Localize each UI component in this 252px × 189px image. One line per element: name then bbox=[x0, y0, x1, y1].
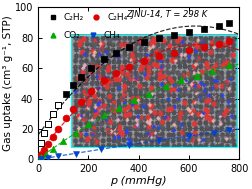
Point bbox=[64, 92, 68, 95]
Point bbox=[99, 148, 103, 151]
Point bbox=[212, 131, 216, 134]
Point bbox=[44, 153, 48, 156]
Point bbox=[157, 36, 161, 39]
Point bbox=[117, 106, 121, 109]
Point bbox=[86, 123, 90, 126]
Point bbox=[74, 152, 78, 155]
Point bbox=[217, 24, 221, 27]
Point bbox=[187, 134, 191, 137]
Point bbox=[227, 21, 231, 24]
Point bbox=[127, 45, 131, 48]
Point bbox=[217, 42, 221, 45]
Point bbox=[157, 139, 161, 142]
Text: ZJNU-14, T = 298 K: ZJNU-14, T = 298 K bbox=[127, 10, 208, 19]
Point bbox=[51, 135, 55, 138]
Point bbox=[127, 65, 131, 68]
Point bbox=[64, 117, 68, 120]
Point bbox=[39, 153, 43, 156]
Point bbox=[56, 103, 60, 106]
Point bbox=[142, 59, 146, 62]
Point bbox=[89, 67, 93, 70]
Point bbox=[202, 45, 206, 48]
Point bbox=[227, 39, 231, 42]
Point bbox=[61, 139, 65, 143]
X-axis label: p (mmHg): p (mmHg) bbox=[110, 176, 167, 186]
Point bbox=[164, 85, 168, 88]
Point bbox=[46, 143, 50, 146]
Point bbox=[102, 58, 106, 61]
Point bbox=[51, 147, 55, 150]
Point bbox=[74, 132, 78, 135]
Point bbox=[71, 83, 75, 86]
Point bbox=[227, 129, 231, 132]
Legend: CO₂, CH₄: CO₂, CH₄ bbox=[43, 30, 121, 41]
Point bbox=[195, 74, 199, 77]
Point bbox=[39, 141, 43, 144]
Point bbox=[102, 114, 106, 117]
Point bbox=[39, 157, 43, 160]
Point bbox=[179, 79, 183, 82]
Point bbox=[202, 27, 206, 30]
Point bbox=[56, 155, 60, 158]
Point bbox=[172, 51, 176, 54]
Point bbox=[56, 127, 60, 130]
Point bbox=[157, 55, 161, 58]
Point bbox=[172, 33, 176, 36]
Point bbox=[42, 149, 46, 152]
Point bbox=[187, 30, 191, 33]
Point bbox=[132, 98, 136, 101]
Point bbox=[102, 79, 106, 82]
Point bbox=[46, 156, 50, 159]
Point bbox=[127, 143, 131, 146]
Y-axis label: Gas uptake (cm³ g⁻¹, STP): Gas uptake (cm³ g⁻¹, STP) bbox=[4, 15, 13, 151]
Point bbox=[51, 112, 55, 115]
Point bbox=[114, 71, 118, 74]
Point bbox=[187, 48, 191, 51]
Point bbox=[79, 100, 83, 103]
Point bbox=[46, 123, 50, 126]
Point bbox=[39, 156, 43, 159]
Point bbox=[142, 41, 146, 44]
Point bbox=[79, 76, 83, 79]
Point bbox=[42, 132, 46, 135]
Point bbox=[227, 64, 231, 67]
Point bbox=[114, 51, 118, 54]
Point bbox=[147, 92, 151, 95]
Point bbox=[71, 108, 75, 111]
Point bbox=[210, 70, 214, 73]
Point bbox=[89, 89, 93, 92]
